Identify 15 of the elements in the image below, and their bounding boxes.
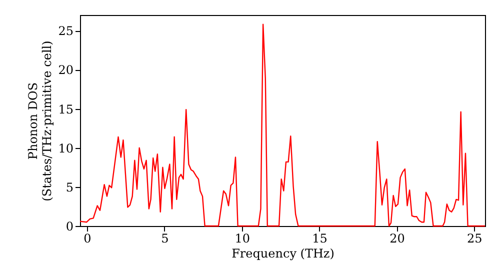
y-tick-label: 0 (66, 220, 74, 234)
y-tick-label: 20 (58, 63, 74, 78)
x-tick-label: 20 (390, 232, 405, 246)
x-tick-label: 0 (84, 232, 92, 246)
x-axis-title: Frequency (THz) (232, 246, 334, 260)
y-tick-label: 5 (66, 180, 74, 194)
x-tick-label: 25 (467, 232, 482, 246)
x-tick-label: 10 (234, 232, 250, 246)
y-tick-label: 25 (58, 24, 74, 38)
x-tick-label: 15 (312, 232, 328, 246)
y-tick-label: 10 (58, 141, 74, 156)
x-tick-label: 5 (161, 232, 169, 246)
line-series (79, 24, 486, 227)
y-axis-title: Phonon DOS (States/THz·primitive cell) (26, 40, 54, 202)
y-tick-label: 15 (58, 102, 74, 116)
